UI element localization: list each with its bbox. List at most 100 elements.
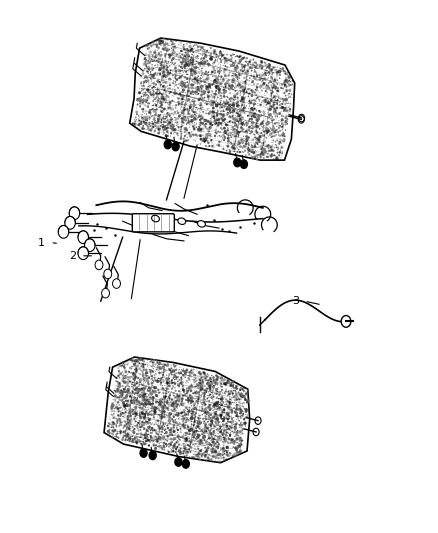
Point — [218, 66, 225, 75]
Point — [129, 436, 136, 445]
Point — [213, 122, 220, 131]
Point — [258, 57, 265, 66]
Point — [174, 447, 181, 456]
Point — [117, 416, 124, 425]
Point — [224, 438, 231, 447]
Point — [161, 413, 168, 421]
Point — [209, 379, 216, 388]
Point — [250, 142, 257, 150]
Point — [241, 387, 248, 396]
Point — [172, 431, 179, 439]
Point — [239, 93, 246, 102]
Point — [245, 400, 252, 409]
Point — [165, 364, 172, 373]
Point — [187, 102, 194, 111]
Point — [270, 151, 277, 159]
Point — [242, 151, 249, 159]
Point — [178, 437, 185, 446]
Point — [190, 70, 197, 78]
Point — [240, 87, 247, 96]
Point — [222, 389, 229, 397]
Point — [228, 143, 235, 152]
Point — [121, 417, 128, 425]
Point — [159, 360, 166, 368]
Point — [192, 395, 199, 404]
Point — [144, 122, 151, 130]
Point — [210, 111, 217, 119]
Point — [184, 365, 191, 373]
Point — [149, 400, 156, 409]
Point — [196, 403, 203, 411]
Point — [126, 405, 133, 414]
Point — [152, 403, 159, 411]
Point — [241, 415, 248, 423]
Point — [230, 382, 237, 390]
Point — [197, 119, 204, 127]
Point — [202, 427, 209, 435]
Point — [155, 358, 162, 367]
Point — [211, 112, 218, 120]
Point — [177, 49, 184, 58]
Point — [152, 383, 159, 391]
Point — [225, 401, 232, 410]
Point — [179, 412, 186, 421]
Point — [145, 377, 152, 385]
Point — [115, 415, 122, 423]
Point — [198, 392, 205, 400]
Point — [156, 442, 163, 451]
Point — [238, 446, 245, 455]
Point — [247, 104, 254, 112]
Point — [240, 86, 247, 94]
Point — [162, 431, 170, 440]
Point — [143, 429, 150, 438]
Point — [122, 394, 129, 402]
Point — [156, 113, 163, 122]
Point — [213, 74, 220, 82]
Point — [187, 385, 194, 394]
Point — [167, 124, 174, 132]
Point — [193, 57, 200, 66]
Point — [233, 90, 240, 98]
Point — [159, 410, 166, 418]
Point — [180, 54, 187, 63]
Point — [170, 37, 177, 46]
Point — [207, 44, 214, 52]
Point — [212, 100, 219, 109]
Point — [160, 112, 167, 120]
Point — [236, 405, 243, 413]
Point — [232, 409, 239, 418]
Point — [152, 418, 159, 426]
Point — [170, 381, 177, 389]
Point — [205, 431, 212, 440]
Point — [213, 375, 220, 384]
Point — [229, 438, 236, 446]
Point — [155, 119, 162, 128]
Point — [170, 360, 177, 369]
Point — [189, 58, 196, 67]
Point — [158, 72, 165, 81]
Point — [188, 443, 195, 452]
Point — [201, 134, 208, 143]
Point — [159, 90, 166, 99]
Point — [190, 48, 197, 56]
Point — [195, 46, 202, 54]
Point — [188, 44, 195, 53]
Point — [274, 149, 281, 157]
Point — [146, 410, 153, 419]
Point — [115, 372, 122, 381]
Point — [263, 124, 270, 133]
Point — [191, 110, 198, 119]
Point — [132, 362, 139, 371]
Point — [252, 140, 259, 149]
Point — [109, 407, 116, 415]
Point — [194, 76, 201, 84]
Point — [230, 71, 237, 80]
Point — [201, 380, 208, 389]
Point — [277, 94, 284, 103]
Point — [230, 110, 237, 118]
Point — [122, 368, 129, 376]
Point — [238, 437, 245, 446]
Point — [210, 421, 217, 429]
Point — [213, 118, 220, 127]
Point — [272, 104, 279, 113]
